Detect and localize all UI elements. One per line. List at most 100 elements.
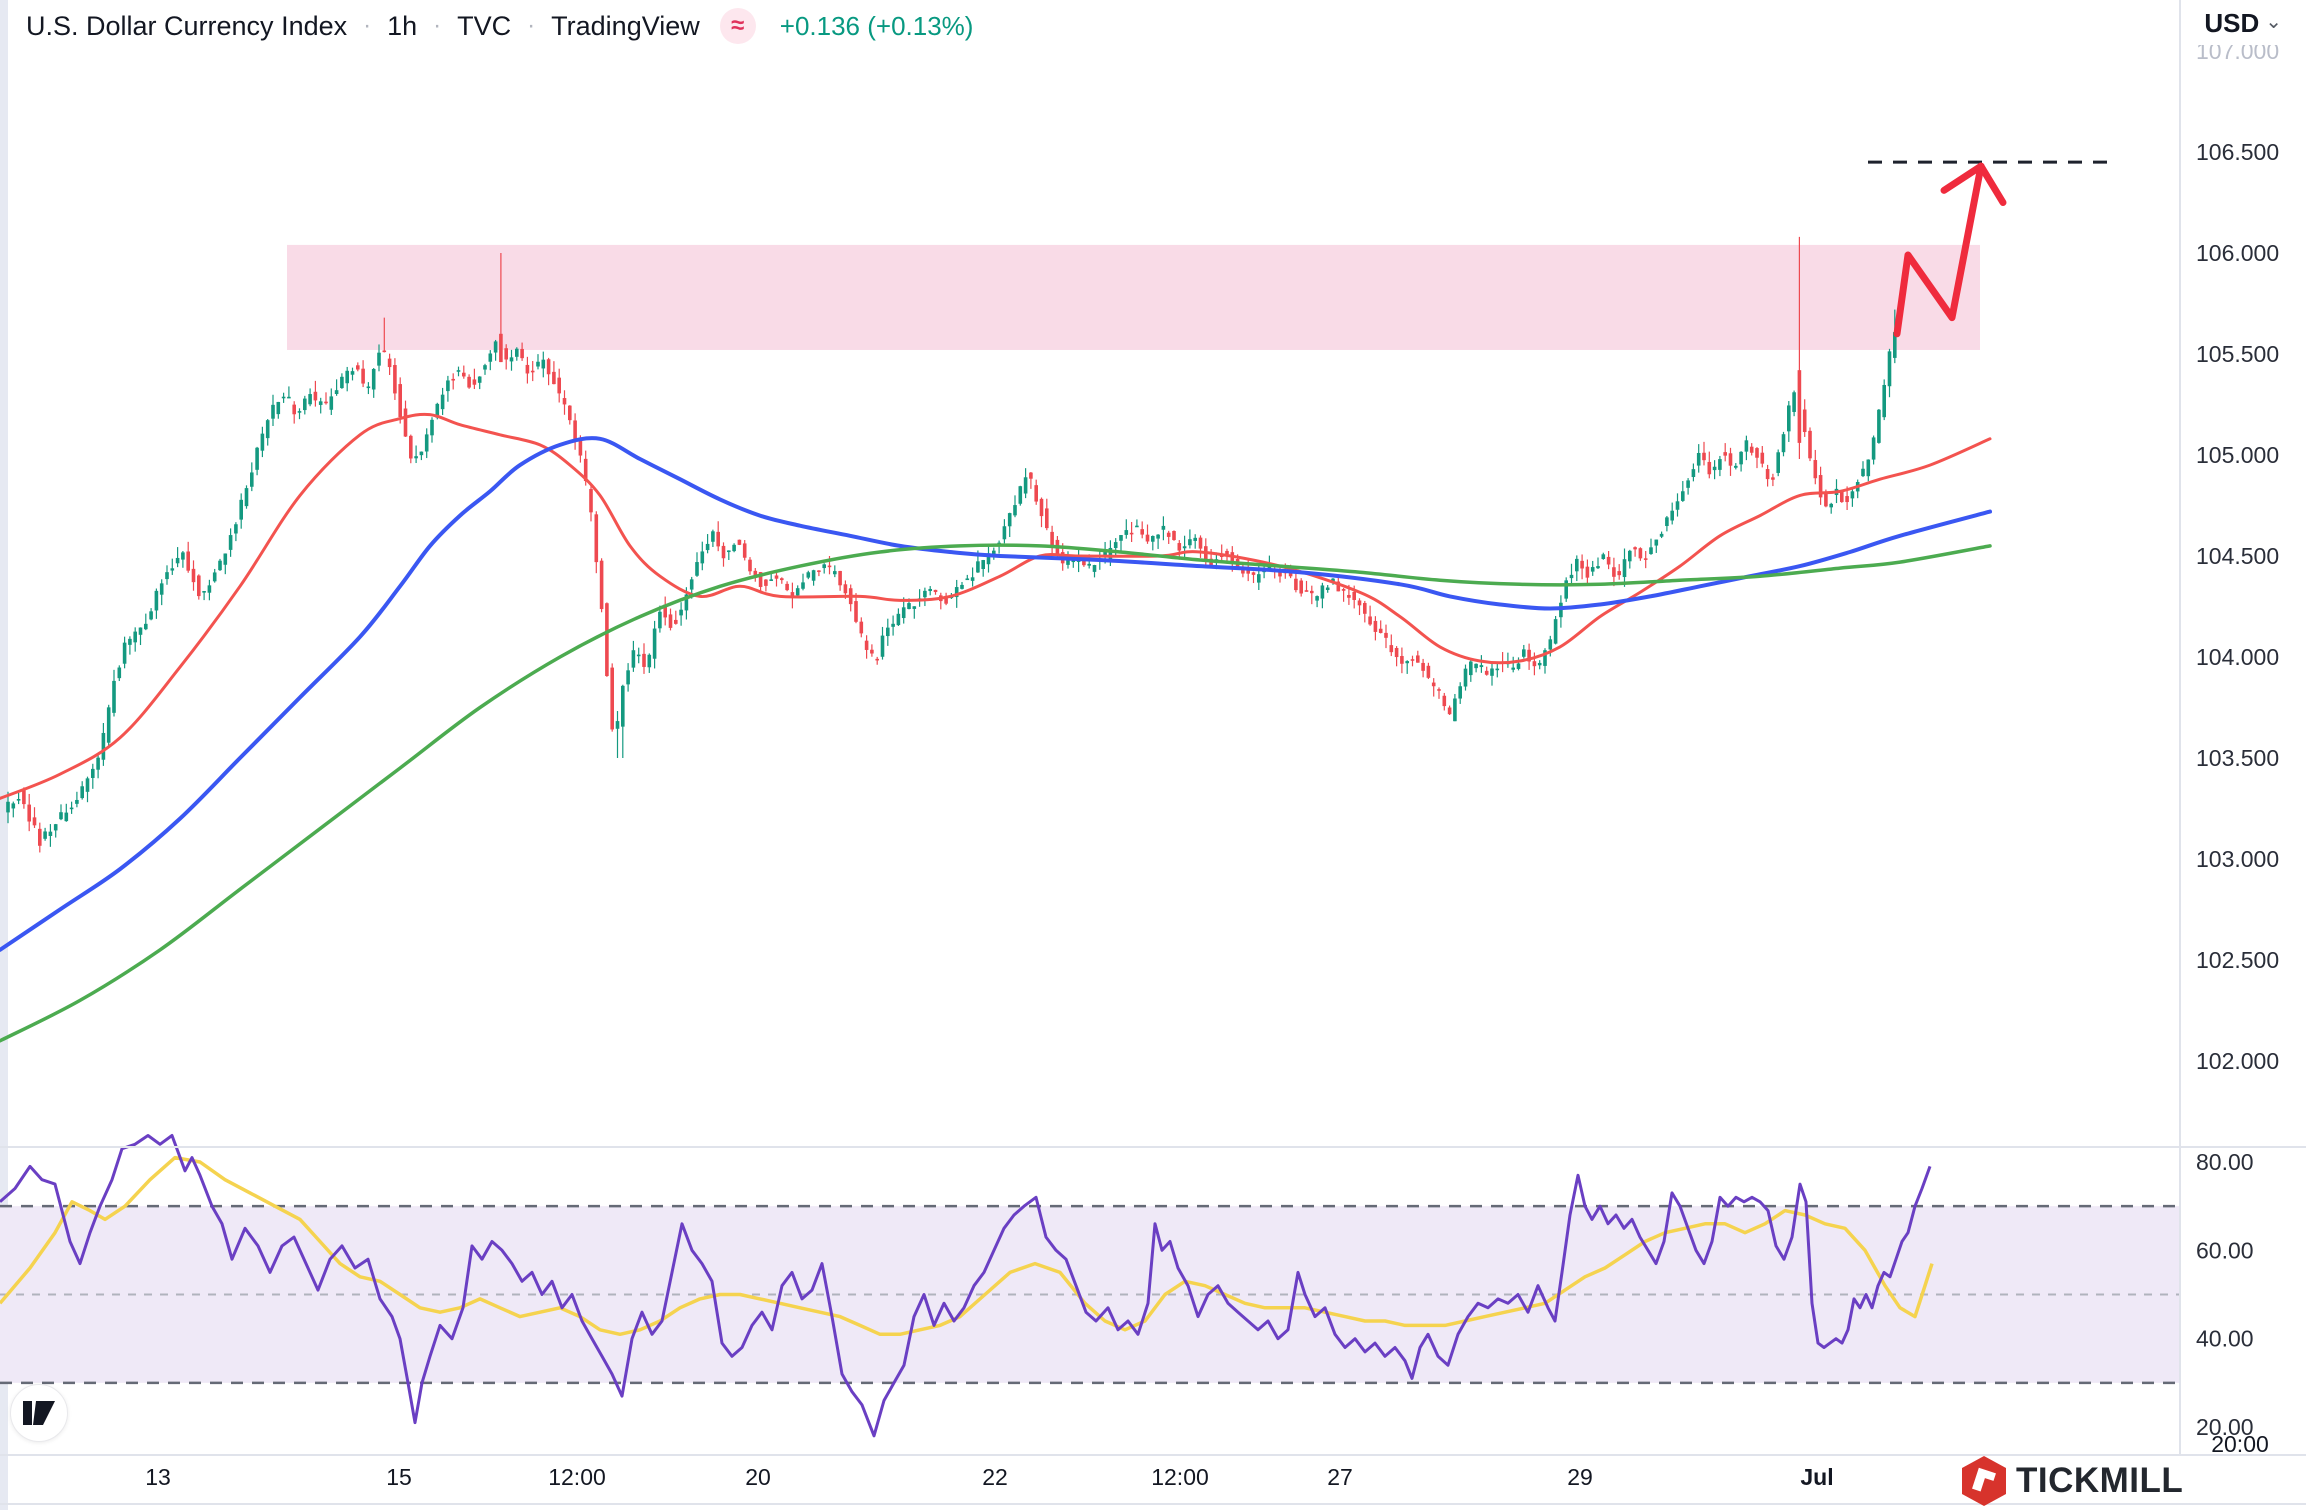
candle-body (297, 411, 302, 413)
candle-body (1278, 570, 1282, 577)
candle-body (345, 370, 349, 384)
candle-body (1829, 503, 1833, 508)
candle-body (1400, 656, 1404, 664)
candle-body (806, 572, 811, 578)
candle-body (552, 371, 556, 385)
candle-body (1522, 649, 1526, 657)
candle-body (1511, 667, 1515, 670)
projection-arrow-drawing[interactable] (1893, 162, 2007, 338)
candle-body (1267, 565, 1272, 570)
candle-body (265, 420, 270, 439)
rsi-line (0, 1134, 1932, 1438)
price-axis[interactable]: 107.000106.500106.000105.500105.000104.5… (2196, 38, 2279, 1440)
candle-body (1696, 452, 1701, 466)
candle-body (1622, 559, 1627, 578)
candle-body (1787, 405, 1791, 432)
candle-body (780, 578, 784, 581)
candle-body (1410, 659, 1415, 661)
candle-body (912, 606, 917, 609)
candle-body (1755, 448, 1759, 458)
candle-body (197, 575, 201, 597)
candle-body (1257, 574, 1261, 583)
candle-body (695, 562, 699, 576)
rsi-axis-label: 80.00 (2196, 1149, 2254, 1175)
arrow-head (1977, 162, 2007, 206)
candle-body (981, 560, 985, 569)
symbol-title[interactable]: U.S. Dollar Currency Index (26, 10, 348, 41)
candle-body (992, 550, 996, 557)
candle-body (1463, 668, 1468, 687)
candle-body (281, 396, 286, 399)
candle-body (292, 404, 296, 415)
candle-body (711, 531, 715, 542)
candle-body (80, 786, 84, 799)
candle-body (1373, 620, 1378, 632)
time-axis[interactable]: 13 15 12:00 20 22 12:00 27 29 Jul 20:00 (145, 1431, 2269, 1490)
candle-body (133, 631, 137, 643)
candle-body (1013, 505, 1017, 516)
legend-separator: · (527, 12, 536, 39)
candle-body (785, 583, 789, 591)
candle-body (1649, 547, 1653, 555)
candle-body (334, 390, 339, 395)
candle-body (631, 650, 636, 668)
candle-body (880, 635, 885, 657)
candle-body (742, 543, 747, 558)
candle-body (382, 350, 387, 353)
candle-body (769, 579, 773, 581)
candle-body (1893, 332, 1897, 358)
candle-body (1029, 472, 1033, 479)
interval-label[interactable]: 1h (387, 10, 418, 41)
candle-body (218, 560, 222, 571)
tradingview-logo[interactable] (10, 1384, 68, 1442)
candle-body (1813, 460, 1818, 479)
candle-body (1670, 510, 1674, 521)
provider-label[interactable]: TradingView (551, 10, 700, 41)
candle-body (1288, 572, 1293, 577)
candle-body (1108, 547, 1113, 561)
ma-mid-blue (0, 436, 1992, 952)
candle-body (202, 591, 206, 593)
candle-body (668, 614, 673, 628)
candle-body (1039, 498, 1044, 517)
candle-body (1532, 661, 1537, 667)
time-axis-label: 29 (1567, 1464, 1593, 1490)
candle-body (1654, 539, 1659, 546)
time-axis-corner-label: 20:00 (2211, 1431, 2269, 1457)
candle-body (207, 585, 212, 593)
candle-body (1659, 533, 1664, 537)
candle-body (1628, 550, 1632, 562)
candle-body (1246, 569, 1250, 574)
candle-body (838, 570, 842, 586)
candle-body (483, 365, 487, 370)
candle-body (424, 434, 429, 452)
candle-body (228, 535, 233, 550)
candle-body (75, 799, 79, 804)
candle-body (175, 557, 180, 564)
candle-body (1357, 600, 1362, 606)
price-axis-label: 102.500 (2196, 947, 2279, 973)
candle-body (11, 803, 16, 809)
candle-body (1442, 695, 1447, 707)
supply-zone-drawing[interactable] (287, 244, 1980, 350)
candle-body (652, 628, 657, 659)
currency-selector[interactable]: USD ⌄ (2194, 4, 2292, 45)
candle-body (356, 365, 360, 370)
candle-body (138, 627, 143, 635)
candle-body (1548, 639, 1553, 650)
candle-body (1580, 560, 1584, 569)
candle-body (1527, 649, 1531, 662)
candle-body (472, 379, 477, 385)
candle-body (1129, 532, 1134, 535)
exchange-label[interactable]: TVC (457, 10, 512, 41)
arrow-shaft (1893, 162, 1985, 338)
candle-body (1198, 537, 1203, 549)
candle-body (1124, 530, 1129, 535)
market-status-icon[interactable]: ≈ (719, 8, 756, 44)
candle-body (1336, 581, 1341, 592)
candle-body (1018, 486, 1023, 504)
candle-body (1177, 543, 1182, 551)
candle-body (117, 667, 122, 679)
candle-body (954, 587, 959, 598)
